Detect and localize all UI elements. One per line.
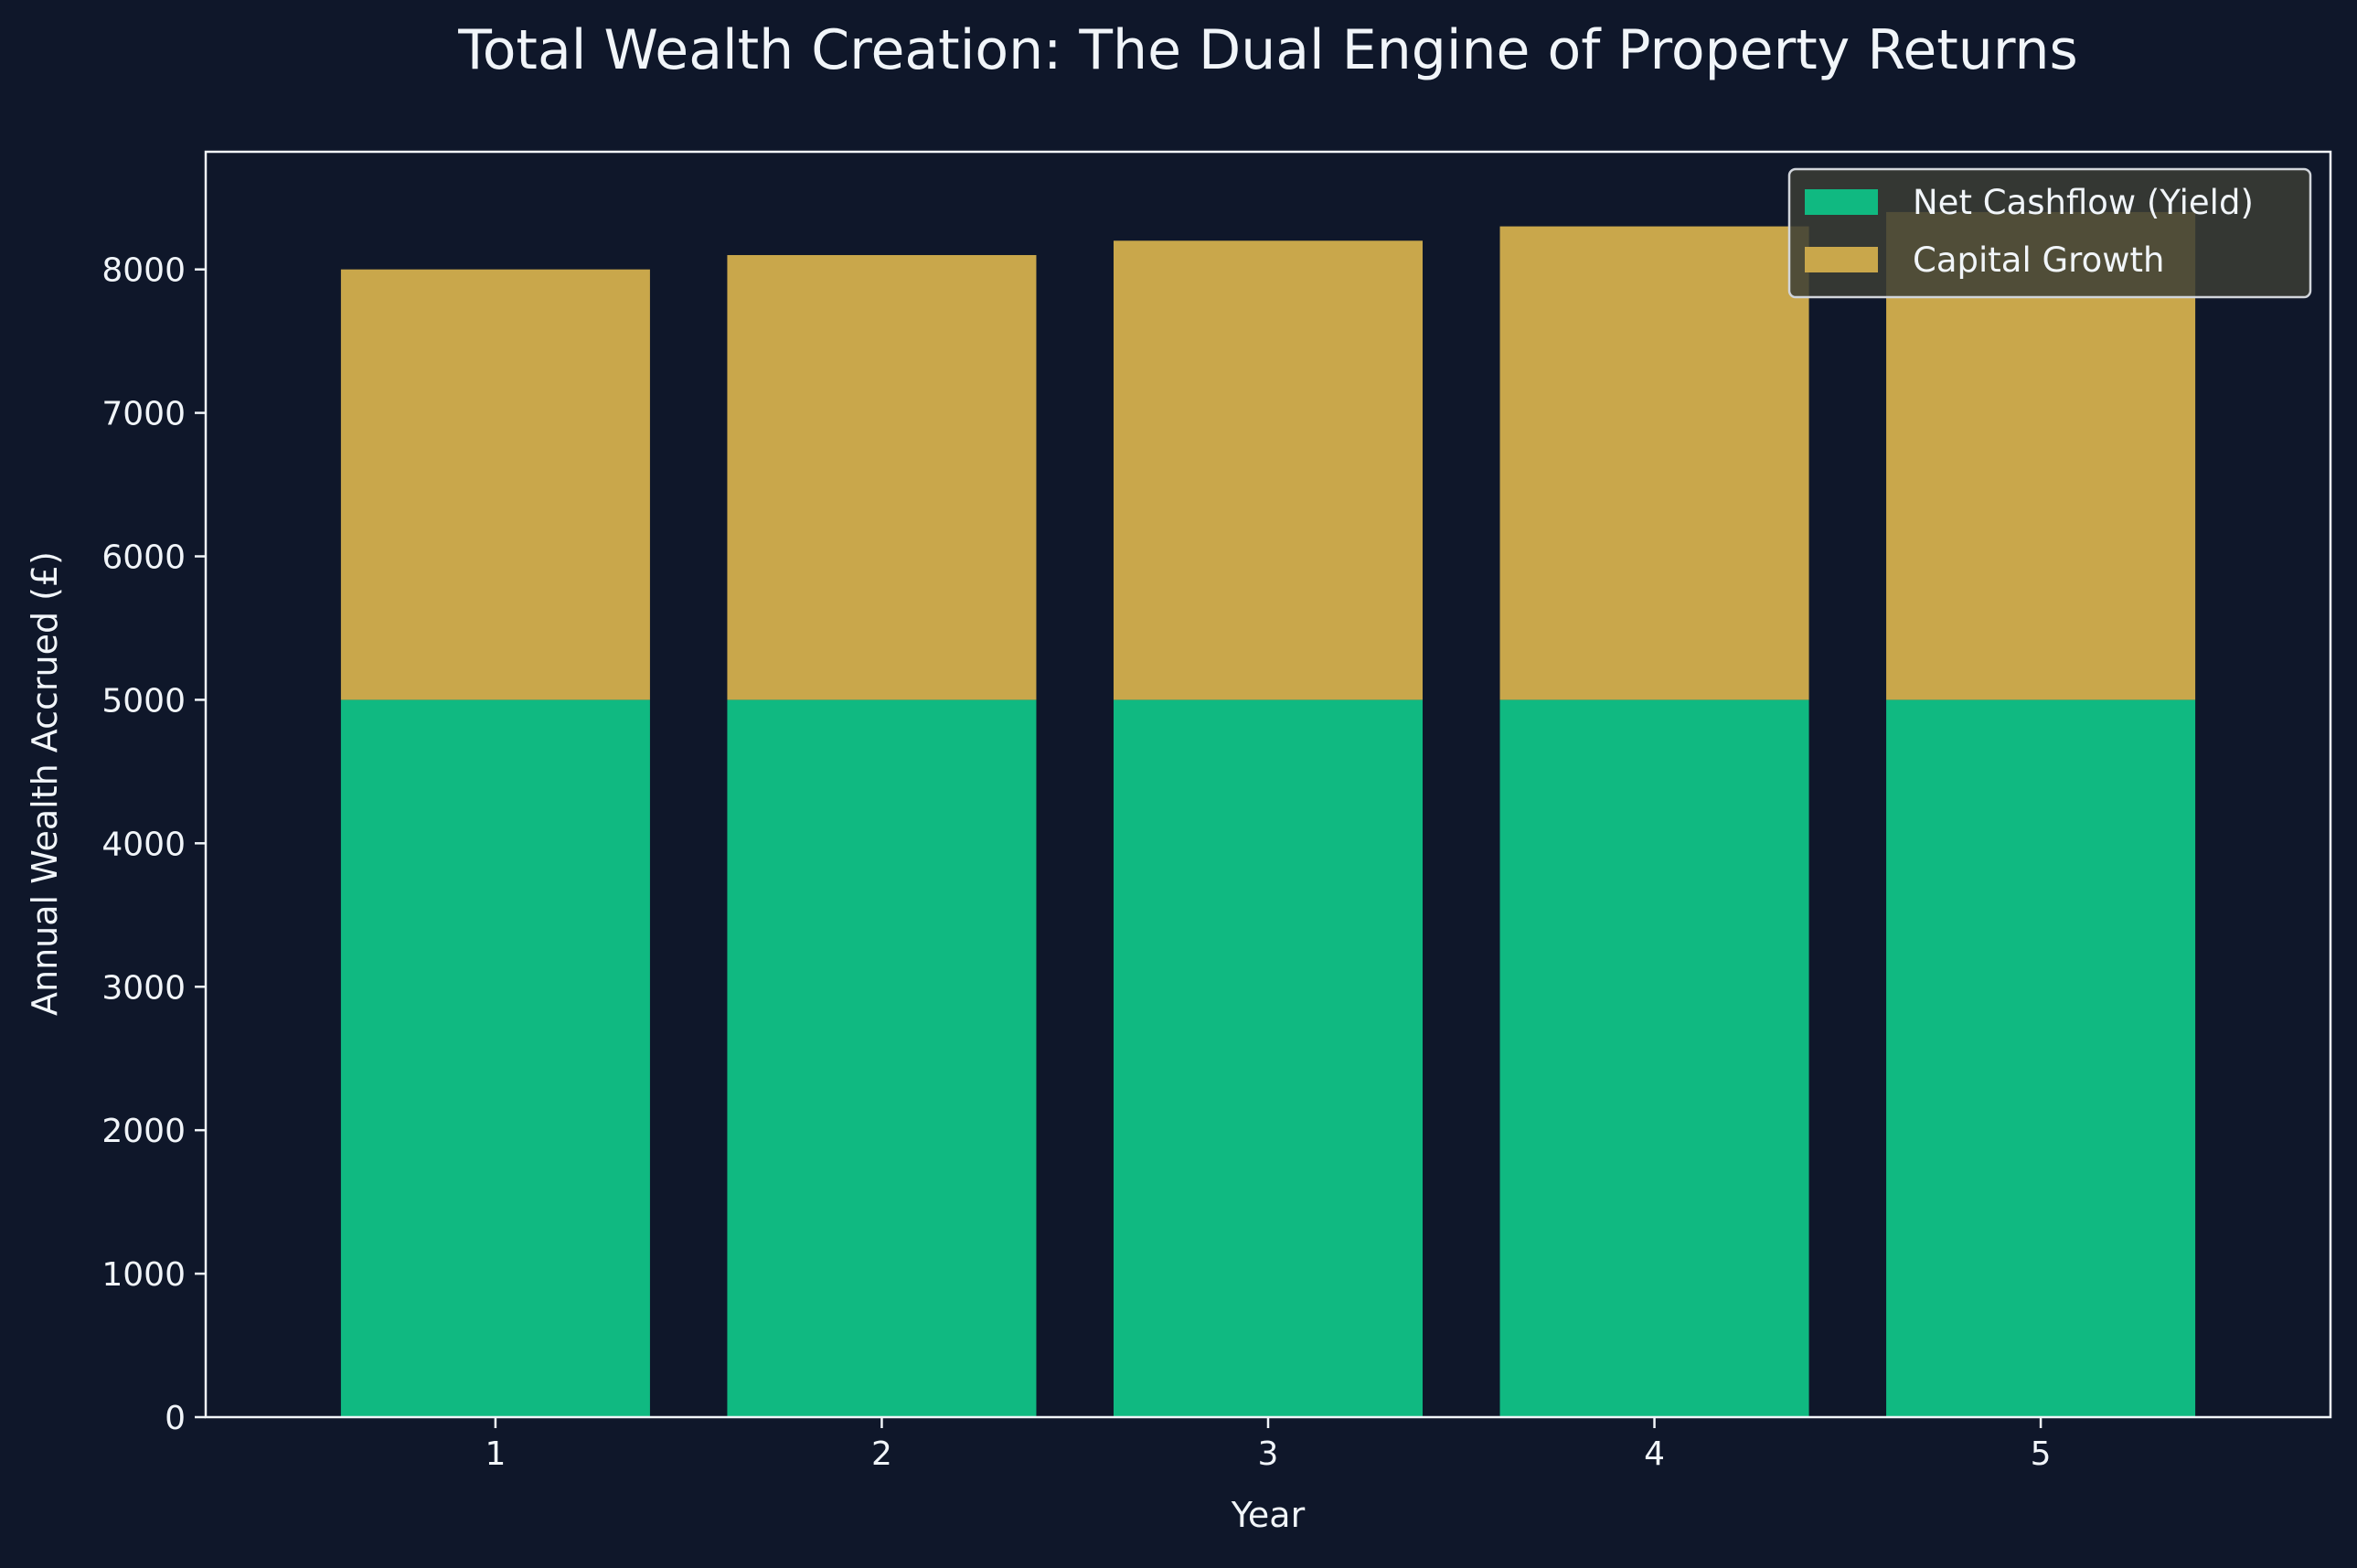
bar-cashflow-year-1 xyxy=(340,699,650,1417)
y-tick-label: 1000 xyxy=(101,1256,186,1294)
y-tick-label: 3000 xyxy=(101,969,186,1007)
y-tick-label: 5000 xyxy=(101,682,186,720)
bar-capital-growth-year-2 xyxy=(727,254,1037,700)
y-tick-label: 4000 xyxy=(101,826,186,863)
x-tick-label: 4 xyxy=(1644,1435,1665,1473)
x-tick-label: 3 xyxy=(1258,1435,1279,1473)
x-tick-label: 2 xyxy=(871,1435,892,1473)
legend-swatch-capital-growth xyxy=(1805,247,1878,272)
y-tick-label: 6000 xyxy=(101,539,186,577)
y-axis-label: Annual Wealth Accrued (£) xyxy=(25,551,65,1016)
y-tick-label: 7000 xyxy=(101,396,186,433)
bar-cashflow-year-4 xyxy=(1499,699,1809,1417)
bar-capital-growth-year-3 xyxy=(1113,240,1424,700)
bar-cashflow-year-5 xyxy=(1886,699,2196,1417)
chart-title: Total Wealth Creation: The Dual Engine o… xyxy=(457,18,2077,82)
legend: Net Cashflow (Yield) Capital Growth xyxy=(1787,167,2312,299)
bar-capital-growth-year-1 xyxy=(340,269,650,700)
y-tick-label: 2000 xyxy=(101,1113,186,1150)
bar-cashflow-year-2 xyxy=(727,699,1037,1417)
y-tick-label: 8000 xyxy=(101,252,186,290)
bar-cashflow-year-3 xyxy=(1113,699,1424,1417)
y-tick-label: 0 xyxy=(165,1400,186,1437)
legend-label-cashflow: Net Cashflow (Yield) xyxy=(1913,183,2254,222)
x-axis-label: Year xyxy=(1231,1495,1306,1535)
legend-swatch-cashflow xyxy=(1805,189,1878,215)
bar-capital-growth-year-4 xyxy=(1499,226,1809,700)
x-tick-label: 1 xyxy=(485,1435,506,1473)
axes-layer: 0 1000 2000 3000 4000 5000 6000 7000 8000 1 2 3 4 5 xyxy=(101,150,2332,1473)
bars-layer xyxy=(340,211,2196,1417)
x-tick-label: 5 xyxy=(2031,1435,2052,1473)
legend-box xyxy=(1787,167,2312,299)
legend-label-capital-growth: Capital Growth xyxy=(1913,240,2164,280)
